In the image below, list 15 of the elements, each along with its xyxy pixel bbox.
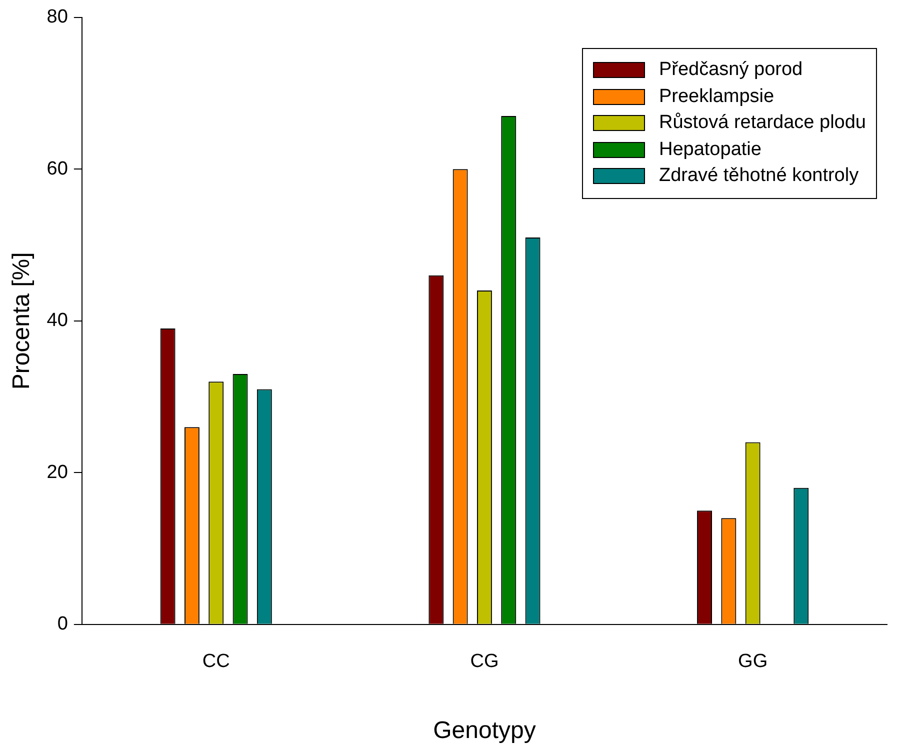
x-axis-title: Genotypy <box>433 717 536 744</box>
y-tick-label: 80 <box>46 6 68 28</box>
y-tick-label: 40 <box>46 310 68 332</box>
legend-label: Hepatopatie <box>658 138 762 161</box>
legend-label: Předčasný porod <box>658 59 803 82</box>
x-tick-label: GG <box>738 651 768 672</box>
legend-label: Zdravé těhotné kontroly <box>658 165 859 188</box>
legend-label: Růstová retardace plodu <box>658 112 866 134</box>
y-tick-label: 0 <box>57 614 68 635</box>
legend-label: Preeklampsie <box>658 86 774 108</box>
x-tick-label: CG <box>470 651 499 672</box>
y-tick-label: 20 <box>46 462 68 483</box>
y-axis-title: Procenta [%] <box>8 252 36 390</box>
y-tick-label: 60 <box>46 158 68 180</box>
x-tick-label: CC <box>202 651 230 672</box>
